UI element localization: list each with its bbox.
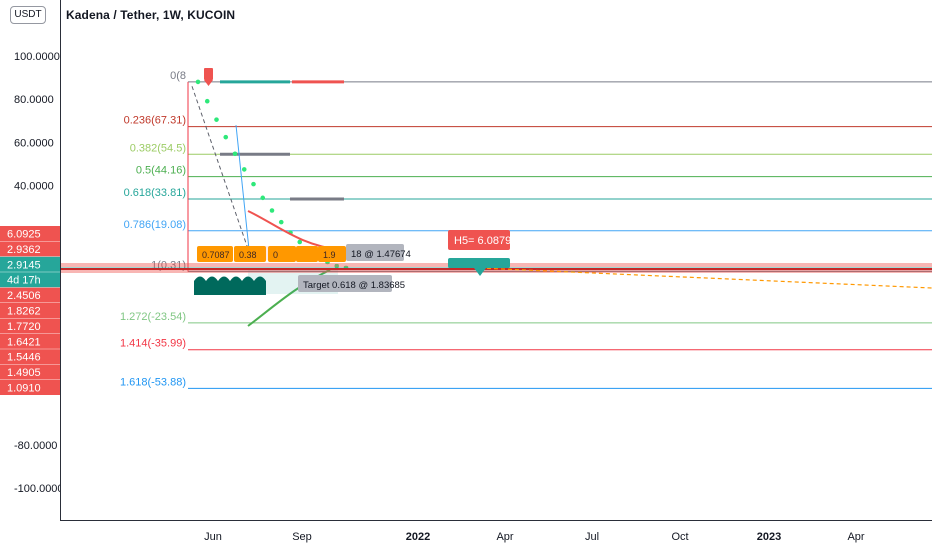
orange-label-box [234,246,266,262]
orange-label-box [296,246,318,262]
chart-title: Kadena / Tether, 1W, KUCOIN [66,8,236,22]
fib-level-label: 0.382(54.5) [130,142,186,154]
price-tag-label: 1.7720 [7,321,41,333]
price-tag-label: 6.0925 [7,229,41,241]
price-axis[interactable]: 100.0000 80.0000 60.0000 40.0000 -80.0000 -10… [0,0,64,520]
h5-label-text: H5= 6.0879 [454,235,511,247]
x-tick-label: Oct [671,531,688,543]
target-label-lower: Target 0.618 @ 1.83685 [303,280,405,291]
projection-dot [260,195,266,201]
projection-dot [232,151,238,157]
fib-level-label: 1.618(-53.88) [120,376,186,388]
price-tag-label: 1.8262 [7,306,41,318]
projection-dot [251,181,256,187]
y-tick-label: -80.0000 [14,440,57,452]
currency-button[interactable]: USDT [10,6,46,24]
orange-label-box [268,246,296,262]
projection-dot [269,208,275,213]
projection-dot [241,167,247,172]
drawings-layer [60,68,932,327]
time-axis[interactable]: Jun Sep 2022 Apr Jul Oct 2023 Apr [60,520,932,551]
fib-level-label: 0.618(33.81) [124,187,186,199]
price-tag-label: 1.4905 [7,367,41,379]
annotations-layer: 0.7087 0.38 0 1.9 18 @ 1.47674 Target 0.618 @… [197,230,511,292]
x-tick-label: Jul [585,531,599,543]
target-label-upper: 18 @ 1.47674 [351,249,411,260]
orange-dashed-projection [479,267,932,289]
orange-label-text: 1.9 [323,250,336,260]
fib-level-label: 1.272(-23.54) [120,311,186,323]
orange-label-text: 0.7087 [202,250,230,260]
projection-dot [204,98,210,104]
price-tag-label: 4d 17h [7,275,41,287]
projection-dot [195,79,201,85]
target-label-box [346,244,404,261]
price-tag-box [0,226,60,241]
fib-level-label: 1.414(-35.99) [120,338,186,350]
x-tick-label: Jun [204,531,222,543]
time-axis-labels: Jun Sep 2022 Apr Jul Oct 2023 Apr [204,531,865,543]
dashed-guide-line [191,86,251,255]
x-tick-label: 2022 [406,531,430,543]
top-marker [204,68,213,80]
price-tag-box [0,287,60,303]
y-tick-label: 60.0000 [14,137,54,149]
projection-dot [278,219,284,225]
top-marker-tip [204,80,213,86]
price-tag-box [0,241,60,257]
price-tag-box [0,303,60,318]
x-tick-label: Apr [496,531,513,543]
y-tick-label: 80.0000 [14,94,54,106]
target-label-box [298,275,392,292]
h5-base-box [448,258,510,268]
h5-pointer [474,268,486,276]
price-tag-box [0,380,60,395]
orange-label-text: 0 [273,250,278,260]
fib-level-label: 0.236(67.31) [124,115,186,127]
blue-guide-line [235,125,251,260]
x-tick-label: Sep [292,531,312,543]
price-tag-box [0,333,60,349]
wave-pattern [194,276,266,295]
y-tick-label: 40.0000 [14,181,54,193]
price-tag-label: 1.0910 [7,383,41,395]
projection-dot [223,134,229,140]
x-tick-label: 2023 [757,531,781,543]
projection-dot [214,117,219,122]
price-tag-box [0,364,60,380]
price-tag-label: 1.6421 [7,336,41,348]
orange-label-box [197,246,233,262]
fib-level-label: 0(8 [170,70,186,82]
price-tag-box [0,318,60,334]
price-tag-box [0,256,60,272]
price-tag-box [0,349,60,365]
fib-levels-layer: 0(8 0.236(67.31) 0.382(54.5) 0.5(44.16) 0.61… [120,70,932,389]
x-tick-label: Apr [847,531,864,543]
orange-label-box [318,246,346,262]
price-tag-label: 1.5446 [7,352,41,364]
orange-label-text: 0.38 [239,250,257,260]
price-tag-label: 2.9145 [7,259,41,271]
price-tag-box [0,272,60,288]
price-tag-label: 2.9362 [7,244,41,256]
projection-dot [297,239,303,245]
fib-level-label: 0.5(44.16) [136,165,186,177]
y-tick-label: 100.0000 [14,51,60,63]
y-tick-label: -100.0000 [14,483,60,495]
h5-label-box [448,230,510,250]
price-axis-labels: 100.0000 80.0000 60.0000 40.0000 -80.0000 -10… [0,51,64,495]
fib-level-label: 0.786(19.08) [124,219,186,231]
price-tag-label: 2.4506 [7,290,41,302]
